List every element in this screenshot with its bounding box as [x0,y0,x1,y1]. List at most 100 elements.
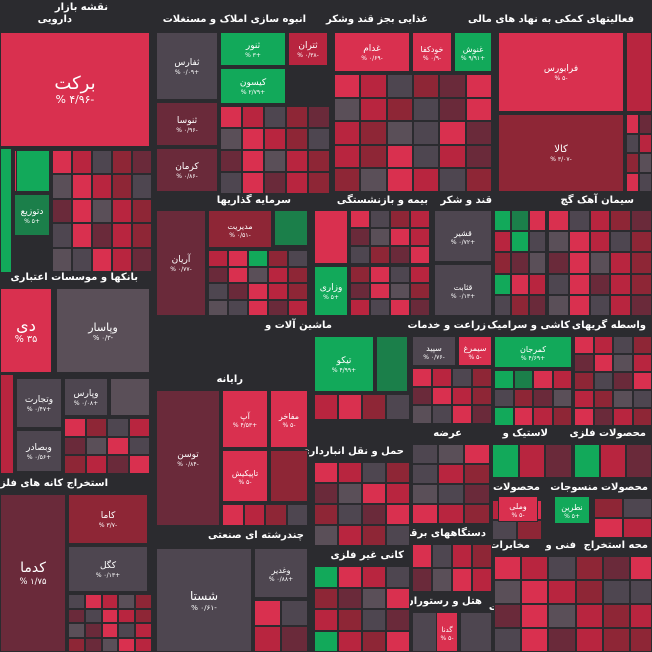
small-tile[interactable] [386,566,410,588]
small-tile[interactable] [548,252,569,274]
small-tile[interactable] [350,246,370,264]
symbol-tile-arian[interactable]: آریان -۰/۷۷ % [156,210,206,316]
small-tile[interactable] [386,121,413,145]
small-tile[interactable] [548,628,576,652]
symbol-tile-ap[interactable]: آپ +۴/۵۳ % [222,390,268,448]
small-tile[interactable] [511,252,529,274]
small-tile[interactable] [338,609,362,631]
treemap-tile[interactable] [110,378,150,416]
small-tile[interactable] [386,483,410,504]
small-tile[interactable] [602,580,630,604]
small-tile[interactable] [390,246,410,264]
small-tile[interactable] [386,74,413,98]
small-tile[interactable] [72,223,92,248]
small-tile[interactable] [452,405,472,424]
small-tile[interactable] [574,354,594,372]
small-tile[interactable] [410,282,430,300]
small-tile[interactable] [360,121,387,145]
small-tile[interactable] [494,604,522,628]
small-tile[interactable] [85,436,107,456]
small-tile[interactable] [390,299,410,316]
small-tile[interactable] [548,604,576,628]
small-tile[interactable] [68,608,85,623]
small-tile[interactable] [438,464,464,484]
small-tile[interactable] [511,210,529,232]
small-tile[interactable] [68,594,85,609]
small-tile[interactable] [472,386,492,406]
small-tile[interactable] [52,198,72,224]
small-tile[interactable] [464,504,490,524]
small-tile[interactable] [314,566,338,588]
small-tile[interactable] [360,74,387,98]
symbol-tile-kadma[interactable]: کدما ۱/۷۵ % [0,494,66,652]
small-tile[interactable] [439,168,466,192]
treemap-tile[interactable] [0,148,12,273]
small-tile[interactable] [362,394,386,420]
small-tile[interactable] [52,223,72,248]
small-tile[interactable] [248,299,268,316]
small-tile[interactable] [568,210,590,232]
small-tile[interactable] [107,455,129,474]
small-tile[interactable] [413,97,440,122]
small-tile[interactable] [639,133,652,153]
small-tile[interactable] [630,556,652,580]
small-tile[interactable] [632,390,652,408]
small-tile[interactable] [600,444,626,478]
small-tile[interactable] [338,483,362,504]
small-tile[interactable] [594,518,623,538]
small-tile[interactable] [265,504,287,526]
small-tile[interactable] [128,436,150,456]
small-tile[interactable] [64,436,86,456]
small-tile[interactable] [552,407,572,426]
small-tile[interactable] [410,266,430,283]
small-tile[interactable] [492,520,517,540]
small-tile[interactable] [494,252,512,274]
small-tile[interactable] [107,418,129,437]
small-tile[interactable] [632,408,652,426]
small-tile[interactable] [92,223,112,248]
small-tile[interactable] [118,608,136,623]
small-tile[interactable] [631,231,652,253]
small-tile[interactable] [630,604,652,628]
small-tile[interactable] [264,172,286,194]
small-tile[interactable] [112,198,132,224]
small-tile[interactable] [513,407,533,426]
small-tile[interactable] [84,637,102,652]
small-tile[interactable] [432,568,452,592]
small-tile[interactable] [362,483,386,504]
small-tile[interactable] [362,525,386,546]
small-tile[interactable] [52,174,72,199]
small-tile[interactable] [452,386,472,406]
small-tile[interactable] [494,556,522,580]
symbol-tile-kala[interactable]: کالا -۳/۰۷ % [498,114,624,192]
small-tile[interactable] [386,462,410,483]
small-tile[interactable] [84,608,102,623]
small-tile[interactable] [242,106,264,128]
small-tile[interactable] [552,370,572,389]
symbol-tile-tharas[interactable]: ثفارس +۰/۰۹ % [156,32,218,100]
small-tile[interactable] [630,628,652,652]
small-tile[interactable] [593,354,613,372]
small-tile[interactable] [626,153,639,173]
small-tile[interactable] [334,144,361,169]
symbol-tile-vbesadr[interactable]: وبصادر +۰/۵۶ % [16,430,62,472]
small-tile[interactable] [338,566,362,588]
small-tile[interactable] [370,210,390,228]
treemap-tile[interactable] [0,374,14,474]
small-tile[interactable] [386,630,410,652]
small-tile[interactable] [370,246,390,264]
small-tile[interactable] [626,172,639,192]
small-tile[interactable] [118,623,136,638]
small-tile[interactable] [465,74,492,98]
small-tile[interactable] [334,121,361,145]
small-tile[interactable] [452,368,472,387]
small-tile[interactable] [528,210,546,232]
symbol-tile-ghashir[interactable]: قشیر +۰/۷۲ % [434,210,492,262]
small-tile[interactable] [286,106,308,128]
small-tile[interactable] [386,504,410,525]
small-tile[interactable] [386,97,413,122]
small-tile[interactable] [464,464,490,484]
small-tile[interactable] [350,266,370,283]
small-tile[interactable] [288,250,308,267]
small-tile[interactable] [623,518,652,538]
